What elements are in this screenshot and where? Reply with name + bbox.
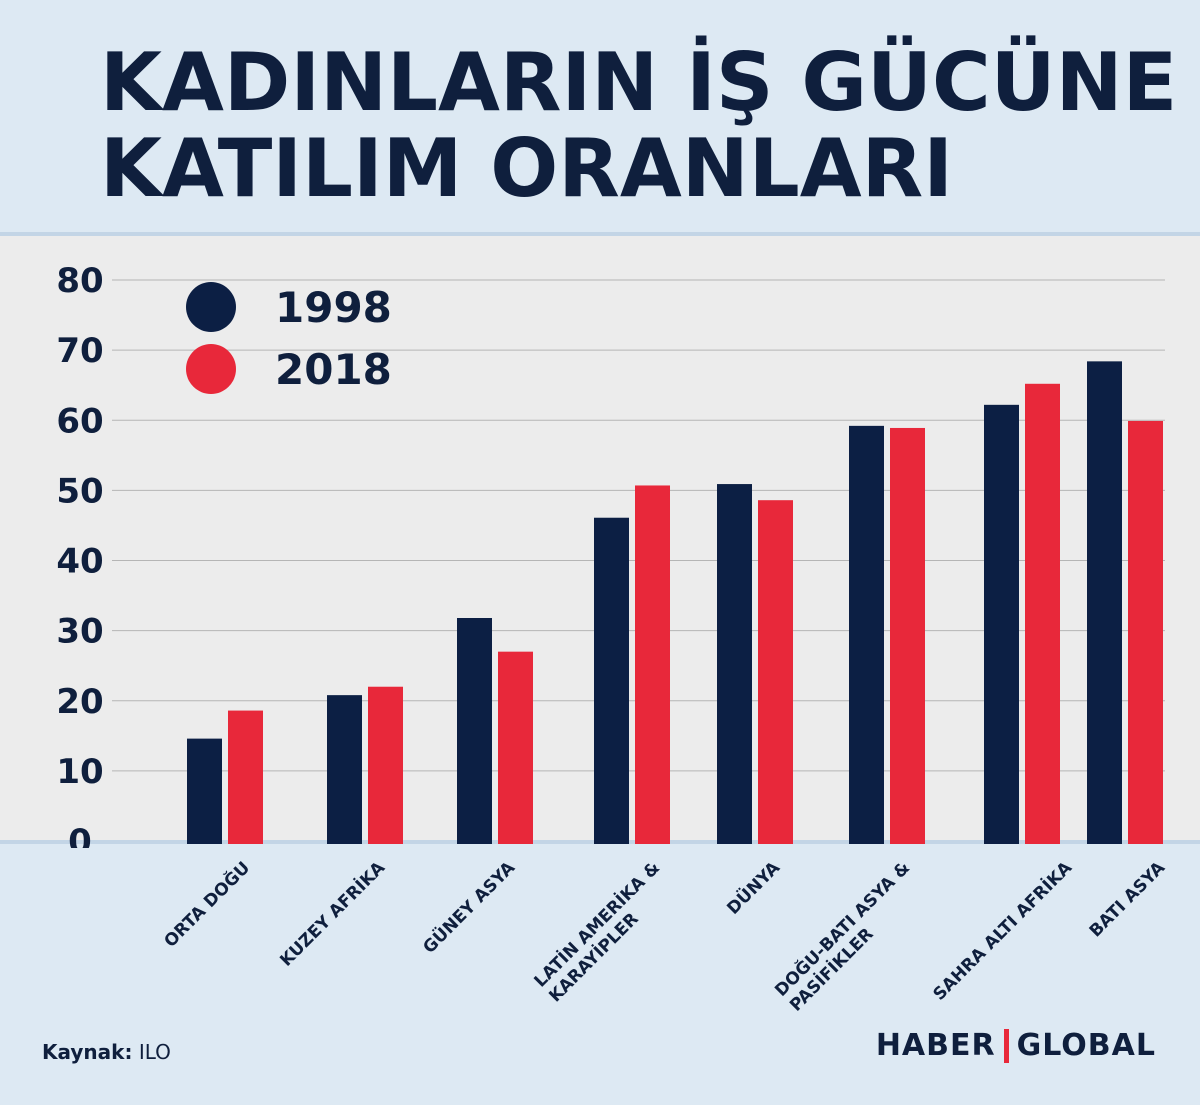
x-tick-label: DÜNYA [723,858,785,919]
y-tick-label: 0 [68,822,92,848]
y-tick-label: 50 [56,471,103,511]
x-tick-label: LATİN AMERİKA & KARAYİPLER [530,858,665,1007]
bar-1998 [984,404,1019,844]
bar-1998 [717,484,752,844]
logo-separator [1003,1028,1009,1063]
logo-right-text: GLOBAL [1016,1028,1156,1063]
bar-2018 [890,427,925,844]
x-tick-label: GÜNEY ASYA [419,858,520,958]
y-tick-label: 60 [56,401,103,441]
brand-logo: HABER GLOBAL [876,1028,1156,1063]
chart-area: 0 10 20 30 40 50 60 70 80 1998 2018 [0,232,1200,848]
bar-1998 [849,425,884,844]
legend-swatch-1998 [186,282,236,332]
bar-2018 [1025,383,1060,844]
bar-2018 [758,500,793,844]
source-note: Kaynak: ILO [42,1040,171,1064]
logo-left-text: HABER [875,1028,996,1063]
y-tick-label: 10 [56,752,103,792]
bar-2018 [368,686,403,844]
bar-chart: 0 10 20 30 40 50 60 70 80 1998 2018 [56,261,1165,848]
legend-label: 2018 [275,345,392,394]
bar-1998 [457,618,492,844]
x-tick-label: DOĞU-BATI ASYA & PASİFİKLER [771,858,915,1016]
chart-title: KADINLARIN İŞ GÜCÜNE KATILIM ORANLARI [100,36,1178,215]
y-tick-label: 80 [56,261,103,301]
bar-1998 [327,695,362,844]
bar-1998 [187,738,222,844]
bar-1998 [1087,361,1122,844]
x-tick-label: BATI ASYA [1085,858,1170,942]
source-label: Kaynak: [42,1040,133,1064]
legend-swatch-2018 [186,344,236,394]
source-value: ILO [138,1040,171,1064]
y-tick-label: 40 [56,542,103,582]
x-tick-label: KUZEY AFRİKA [276,858,390,971]
y-tick-label: 30 [56,612,103,652]
bar-2018 [498,651,533,844]
y-tick-label: 20 [56,682,103,722]
bar-2018 [635,485,670,844]
bar-1998 [594,517,629,844]
y-tick-label: 70 [56,331,103,371]
bar-2018 [228,710,263,844]
bar-2018 [1128,420,1163,844]
legend-label: 1998 [275,283,392,332]
x-tick-label: ORTA DOĞU [160,858,255,952]
x-tick-label: SAHRA ALTI AFRİKA [929,858,1077,1005]
